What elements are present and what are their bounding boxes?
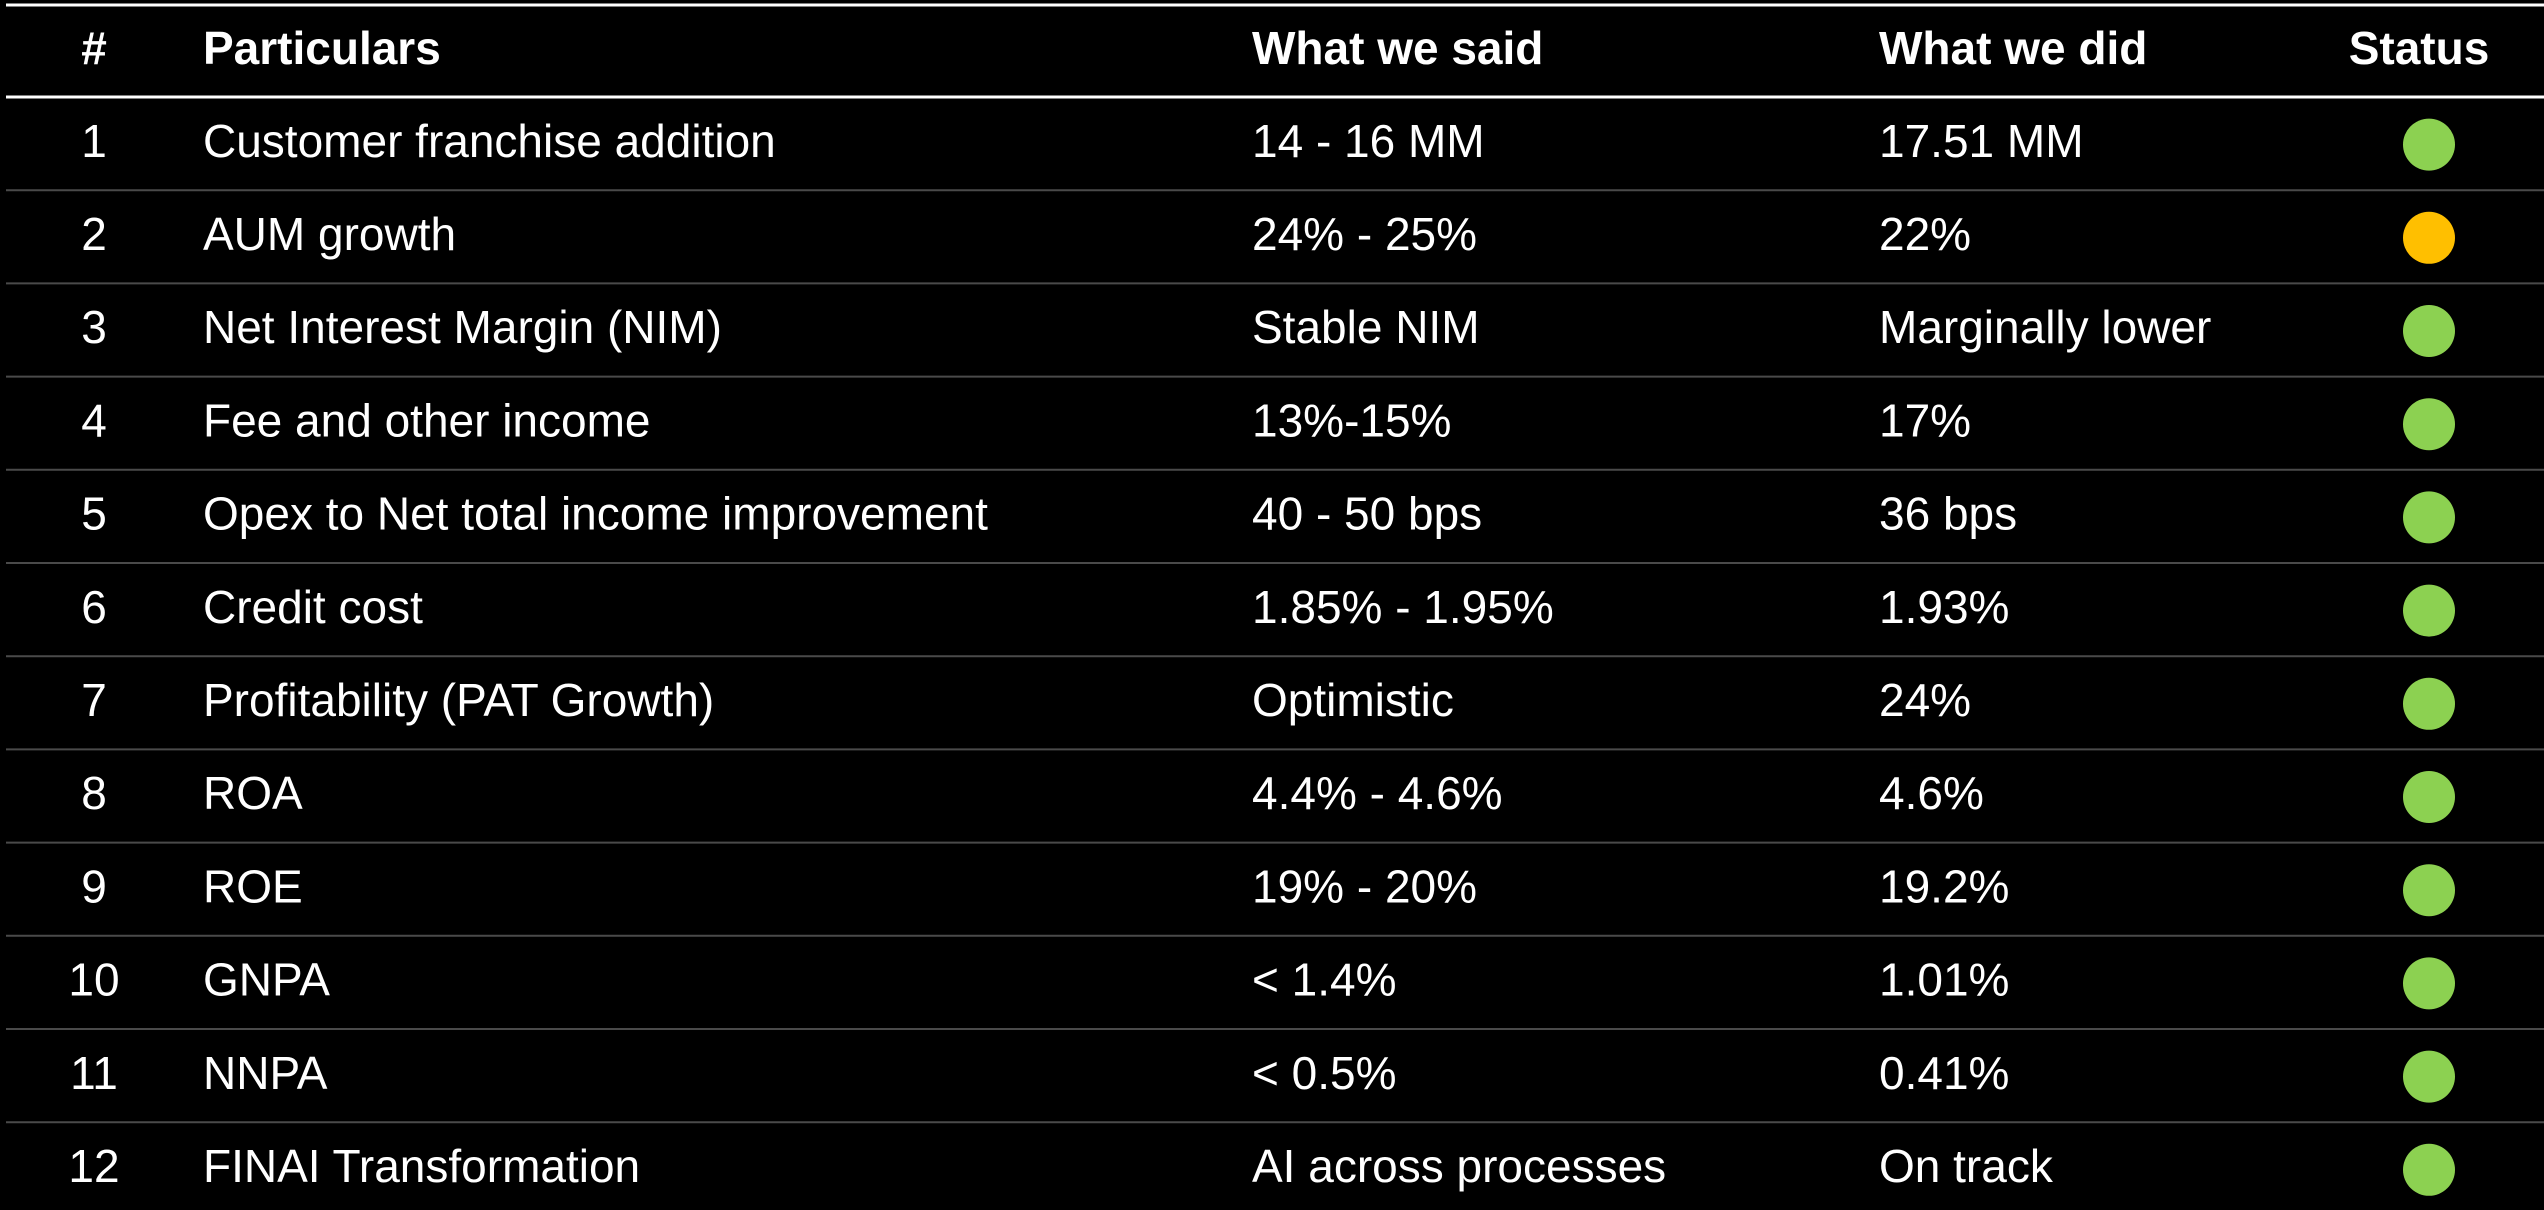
cell: Marginally lower xyxy=(1879,301,2211,353)
cell: Customer franchise addition xyxy=(203,115,776,167)
status-dot xyxy=(2403,398,2455,451)
row-number: 8 xyxy=(81,767,107,819)
row-number: 5 xyxy=(81,488,107,540)
cell: ROA xyxy=(203,767,303,819)
cell: ROE xyxy=(203,860,303,912)
status-dot xyxy=(2403,305,2455,357)
row-number: 7 xyxy=(81,674,107,726)
cell: NNPA xyxy=(203,1047,328,1099)
row-number: 9 xyxy=(81,860,107,912)
row-number: 10 xyxy=(68,954,119,1006)
header-cell: # xyxy=(81,22,107,74)
cell: AUM growth xyxy=(203,208,456,260)
cell: AI across processes xyxy=(1252,1140,1666,1192)
cell: Stable NIM xyxy=(1252,301,1480,353)
cell: Credit cost xyxy=(203,581,423,633)
cell: 17% xyxy=(1879,394,1971,446)
status-dot xyxy=(2403,864,2455,917)
row-number: 12 xyxy=(68,1140,119,1192)
cell: 22% xyxy=(1879,208,1971,260)
cell: 24% - 25% xyxy=(1252,208,1477,260)
row-number: 2 xyxy=(81,208,107,260)
status-dot xyxy=(2403,491,2455,544)
status-dot xyxy=(2403,957,2455,1010)
status-dot xyxy=(2403,771,2455,823)
row-number: 11 xyxy=(70,1047,118,1099)
header-cell: What we said xyxy=(1252,22,1543,74)
cell: GNPA xyxy=(203,954,330,1006)
cell: 1.93% xyxy=(1879,581,2009,633)
row-number: 4 xyxy=(81,394,107,446)
cell: 19.2% xyxy=(1879,860,2009,912)
row-number: 6 xyxy=(81,581,107,633)
cell: 4.6% xyxy=(1879,767,1984,819)
cell: < 0.5% xyxy=(1252,1047,1397,1099)
cell: 24% xyxy=(1879,674,1971,726)
cell: 4.4% - 4.6% xyxy=(1252,767,1503,819)
cell: 0.41% xyxy=(1879,1047,2009,1099)
cell: 40 - 50 bps xyxy=(1252,488,1482,540)
cell: Optimistic xyxy=(1252,674,1454,726)
status-dot xyxy=(2403,118,2455,171)
cell: 19% - 20% xyxy=(1252,860,1477,912)
status-dot xyxy=(2403,584,2455,637)
cell: Profitability (PAT Growth) xyxy=(203,674,714,726)
cell: 1.01% xyxy=(1879,954,2009,1006)
cell: 13%-15% xyxy=(1252,394,1451,446)
status-dot xyxy=(2403,1050,2455,1103)
status-dot xyxy=(2403,677,2455,730)
row-number: 1 xyxy=(81,115,107,167)
cell: On track xyxy=(1879,1140,2054,1192)
cell: Net Interest Margin (NIM) xyxy=(203,301,722,353)
status-dot xyxy=(2403,211,2455,264)
cell: 14 - 16 MM xyxy=(1252,115,1485,167)
header-cell: Status xyxy=(2349,22,2490,74)
cell: 1.85% - 1.95% xyxy=(1252,581,1554,633)
cell: 17.51 MM xyxy=(1879,115,2084,167)
row-number: 3 xyxy=(81,301,107,353)
cell: Opex to Net total income improvement xyxy=(203,488,988,540)
header-cell: What we did xyxy=(1879,22,2147,74)
cell: 36 bps xyxy=(1879,488,2017,540)
header-cell: Particulars xyxy=(203,22,441,74)
cell: Fee and other income xyxy=(203,394,651,446)
cell: FINAI Transformation xyxy=(203,1140,640,1192)
status-dot xyxy=(2403,1143,2455,1196)
cell: < 1.4% xyxy=(1252,954,1397,1006)
